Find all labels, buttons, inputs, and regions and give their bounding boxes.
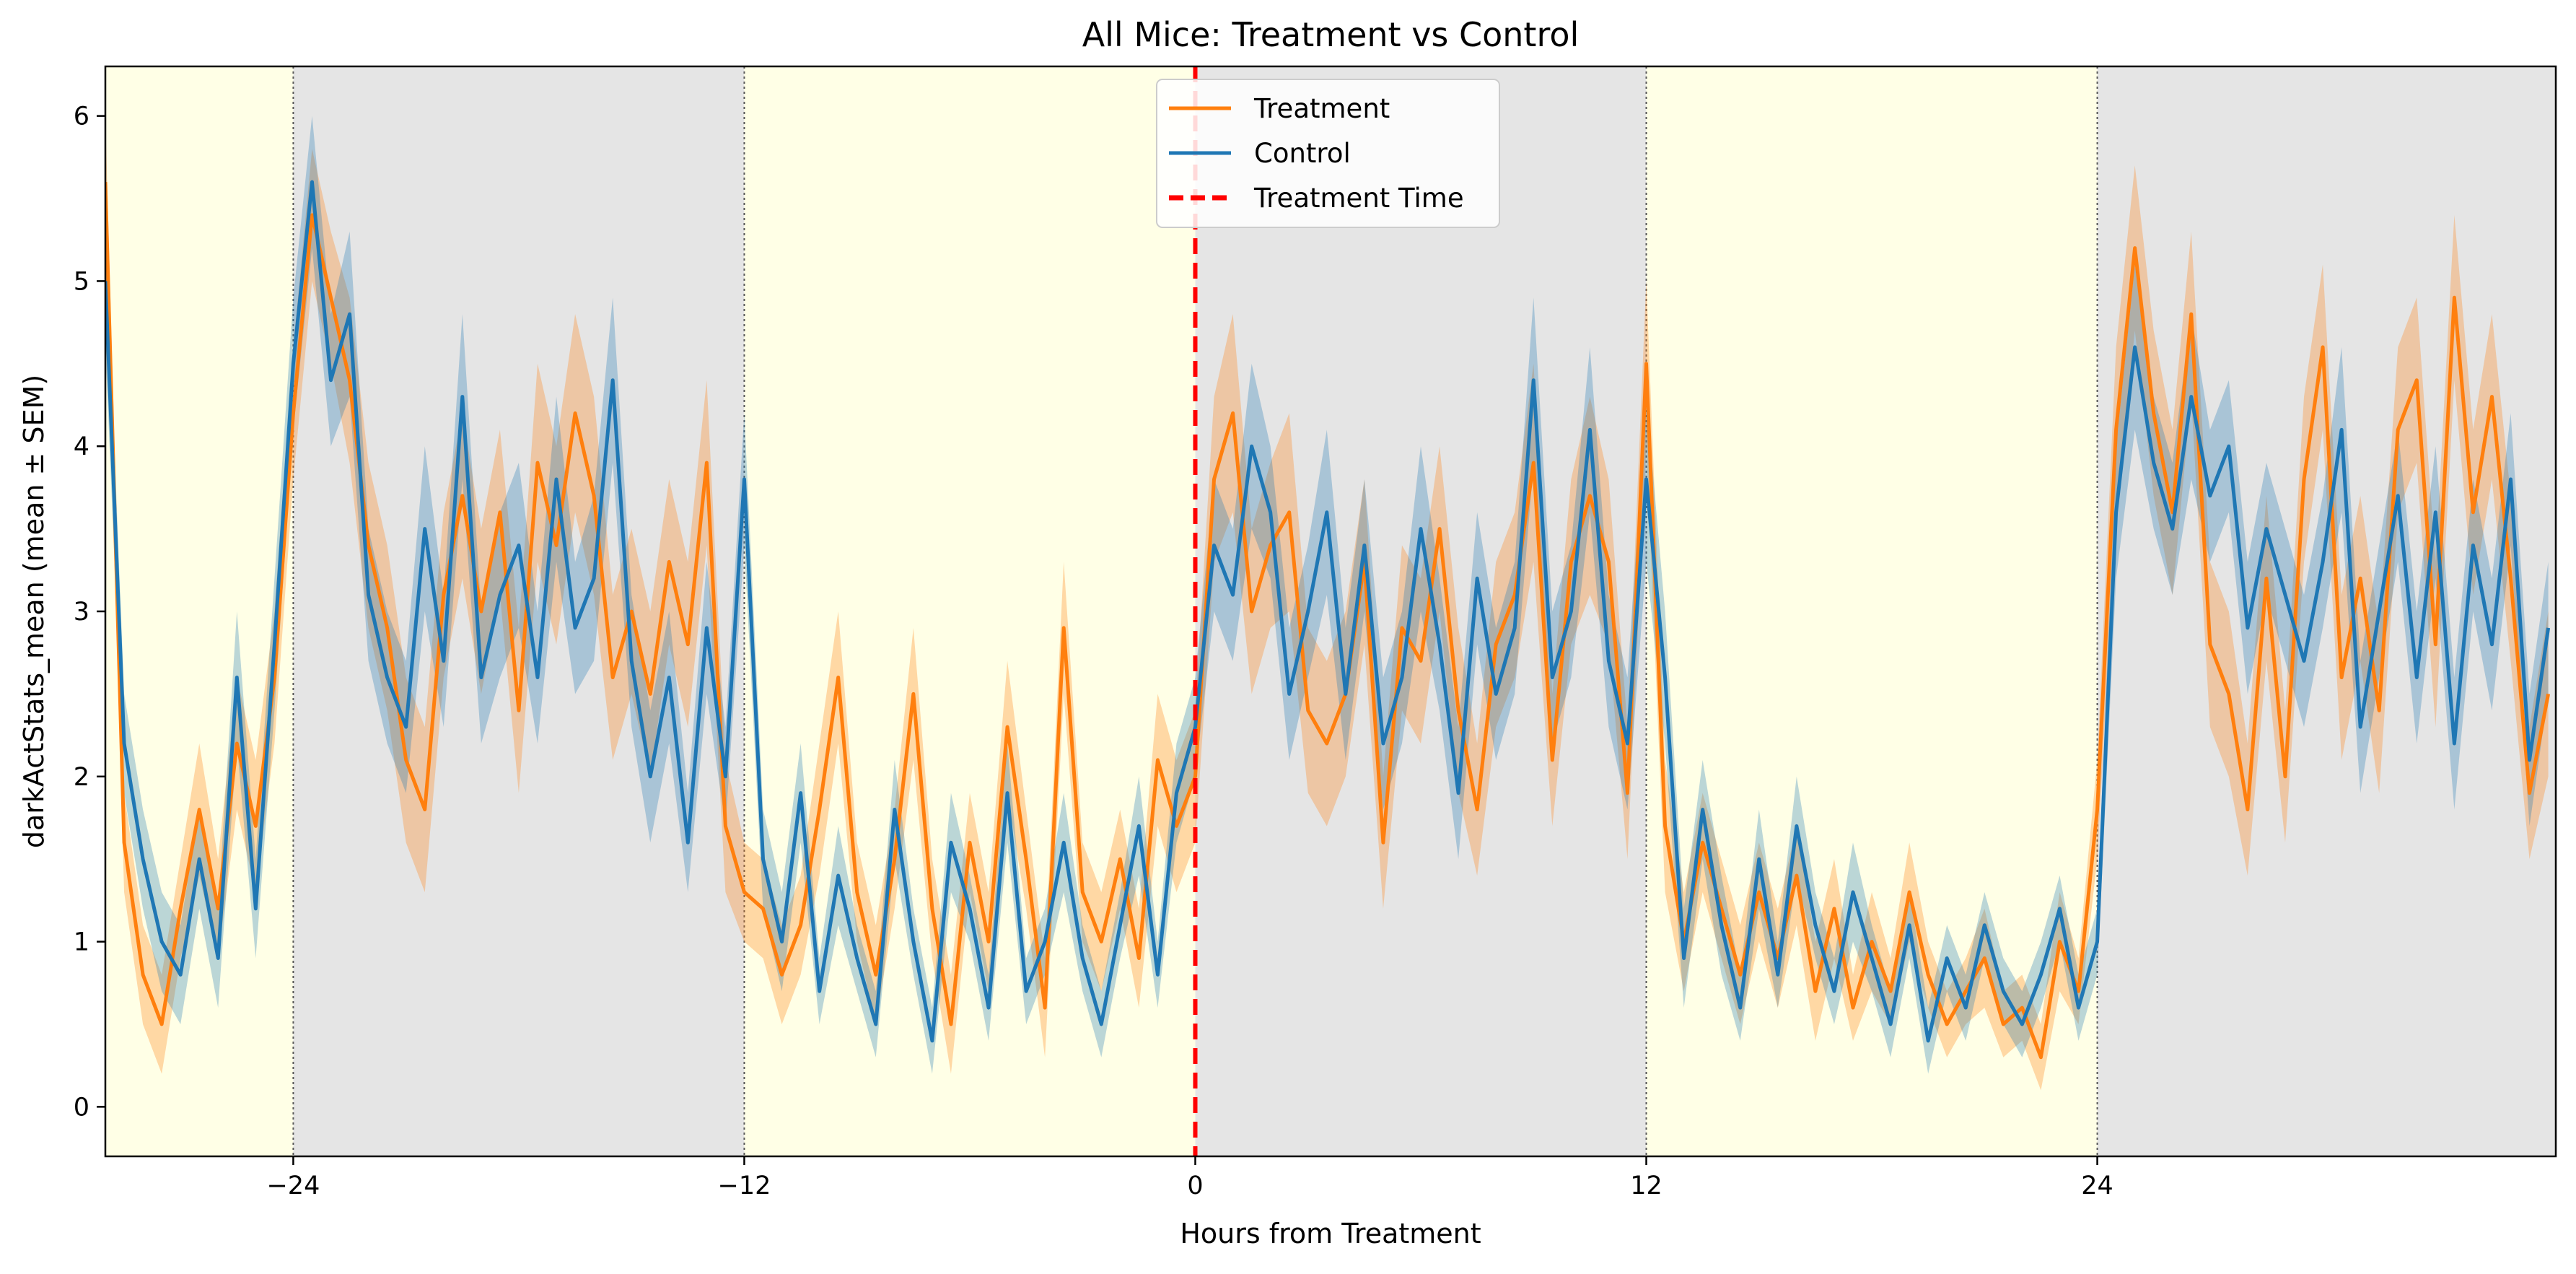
y-tick-label: 3 bbox=[74, 598, 89, 627]
x-axis-ticks: −24 −12 0 12 24 bbox=[266, 1156, 2113, 1200]
sem-band-control bbox=[105, 115, 2549, 1074]
y-tick-label: 0 bbox=[74, 1093, 89, 1122]
background-band-dark bbox=[293, 66, 745, 1156]
y-tick-label: 2 bbox=[74, 763, 89, 792]
legend-label: Treatment Time bbox=[1253, 183, 1464, 214]
legend: Treatment Control Treatment Time bbox=[1156, 79, 1500, 228]
background-band-light bbox=[105, 66, 294, 1156]
y-tick-label: 5 bbox=[74, 267, 89, 296]
y-axis-ticks: 0 1 2 3 4 5 6 bbox=[74, 102, 105, 1122]
x-tick-label: −24 bbox=[266, 1172, 320, 1200]
y-tick-label: 4 bbox=[74, 432, 89, 461]
legend-box bbox=[1156, 79, 1500, 228]
y-axis-label: darkActStats_mean (mean ± SEM) bbox=[18, 375, 50, 848]
series-layer bbox=[105, 115, 2551, 1091]
series-line-treatment bbox=[105, 182, 2551, 1060]
background-band-light bbox=[744, 66, 1196, 1156]
chart-title: All Mice: Treatment vs Control bbox=[1082, 15, 1580, 54]
y-tick-label: 6 bbox=[74, 102, 89, 131]
x-tick-label: 12 bbox=[1630, 1172, 1662, 1200]
x-tick-label: 0 bbox=[1187, 1172, 1203, 1200]
background-band-dark bbox=[2097, 66, 2556, 1156]
background-band-light bbox=[1646, 66, 2098, 1156]
legend-label: Treatment bbox=[1253, 93, 1390, 124]
series-line-control bbox=[105, 180, 2551, 1043]
x-tick-label: 24 bbox=[2081, 1172, 2113, 1200]
x-axis-label: Hours from Treatment bbox=[1180, 1218, 1481, 1249]
legend-label: Control bbox=[1254, 138, 1351, 169]
y-tick-label: 1 bbox=[74, 928, 89, 957]
x-tick-label: −12 bbox=[718, 1172, 771, 1200]
background-bands bbox=[105, 66, 2556, 1156]
